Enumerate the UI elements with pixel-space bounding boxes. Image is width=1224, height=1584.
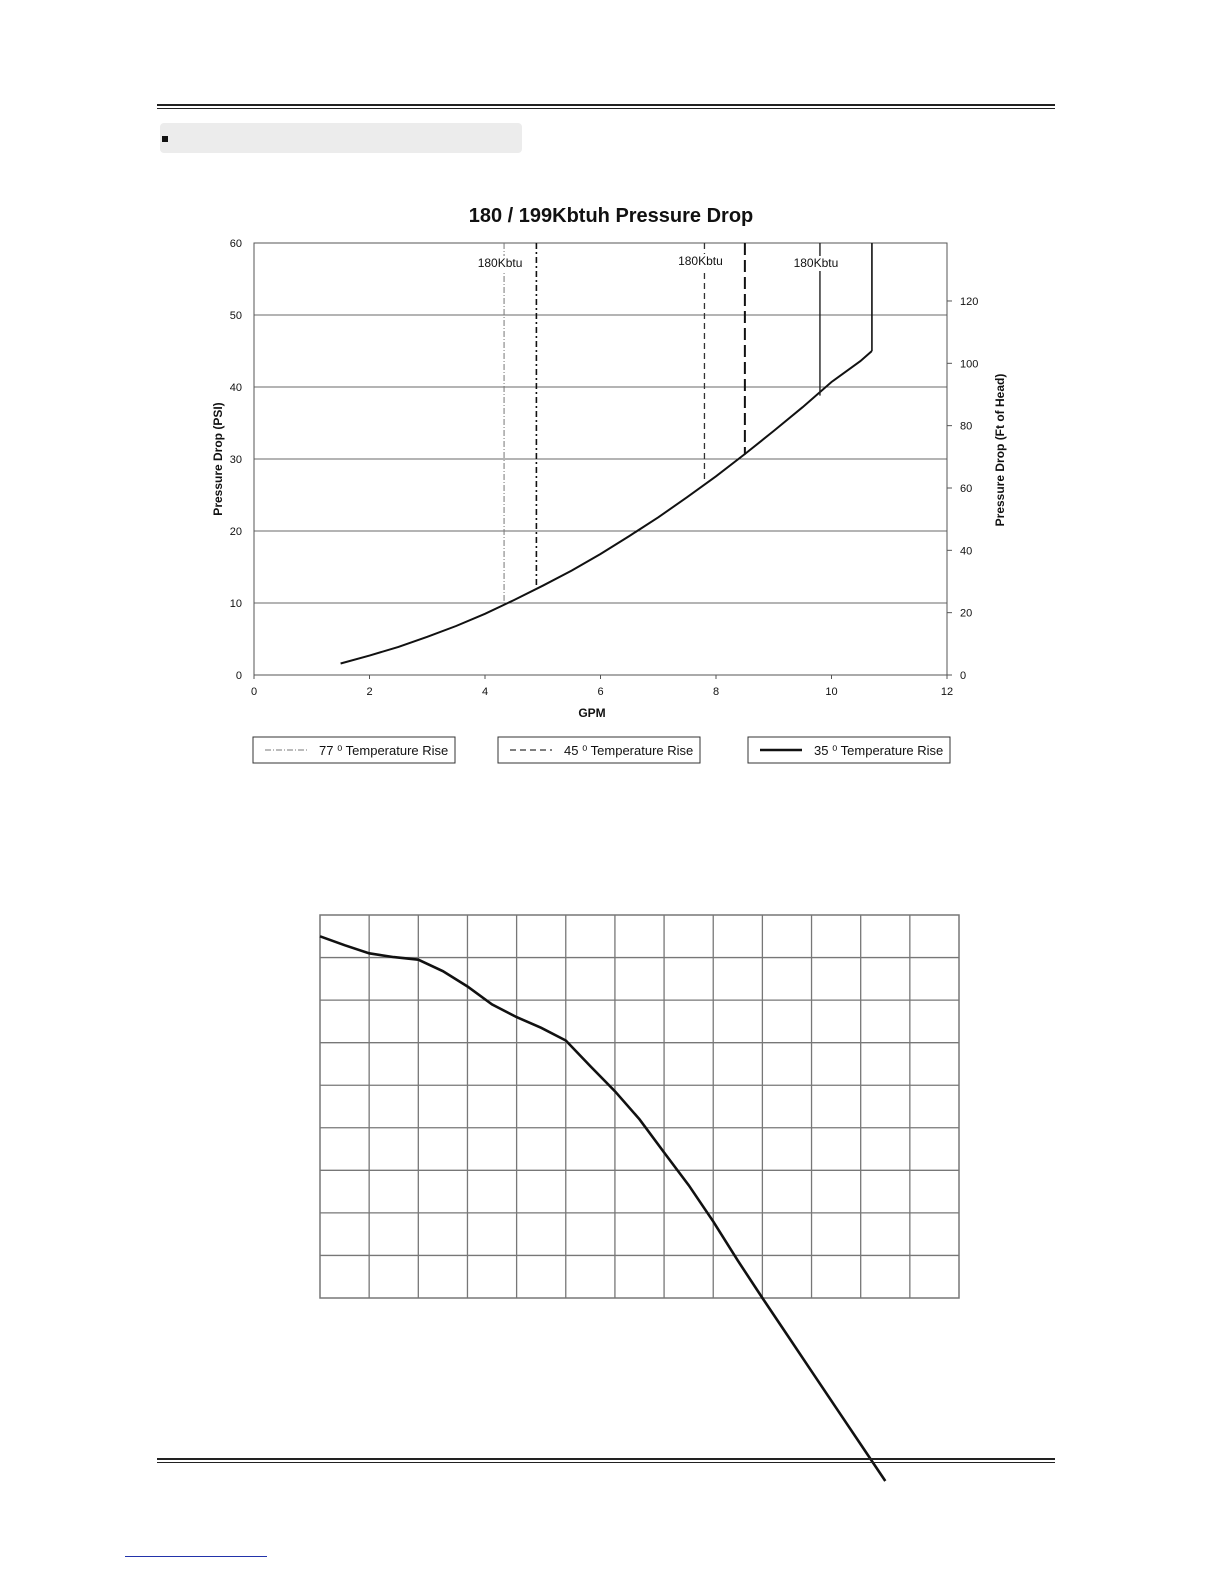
temperature-rise-markers bbox=[503, 243, 873, 601]
x-tick-label: 10 bbox=[825, 686, 837, 698]
y2-tick-label: 120 bbox=[960, 296, 978, 308]
legend-item-box bbox=[252, 736, 456, 764]
x-tick-label: 2 bbox=[366, 686, 372, 698]
pump-chart-grid bbox=[319, 914, 960, 1299]
y2-tick-label: 20 bbox=[960, 608, 972, 620]
x-tick-label: 4 bbox=[482, 686, 488, 698]
marker-annotation: 180Kbtu bbox=[794, 256, 839, 270]
y-axis-label: Pressure Drop (PSI) bbox=[211, 402, 225, 515]
x-axis-label: GPM bbox=[578, 706, 605, 720]
annotation-bg bbox=[678, 254, 731, 269]
chart-title: 180 / 199Kbtuh Pressure Drop bbox=[469, 205, 754, 227]
footer-rule bbox=[157, 1458, 1055, 1463]
legend-label: 77 ⁰ Temperature Rise bbox=[319, 743, 448, 758]
marker-annotation: 180Kbtu bbox=[678, 254, 723, 268]
y2-axis-label: Pressure Drop (Ft of Head) bbox=[993, 374, 1007, 527]
y-tick-label: 30 bbox=[230, 454, 242, 466]
pressure-drop-chart: 180 / 199Kbtuh Pressure Drop 0 2 4 6 8 10 12 0… bbox=[211, 205, 1007, 764]
y-axis-ticks: 0 10 20 30 40 50 60 bbox=[230, 238, 242, 682]
legend-item-box bbox=[747, 736, 951, 764]
x-axis-ticks: 0 2 4 6 8 10 12 bbox=[251, 675, 953, 698]
y-tick-label: 10 bbox=[230, 598, 242, 610]
y-tick-label: 50 bbox=[230, 310, 242, 322]
legend-label: 45 ⁰ Temperature Rise bbox=[564, 743, 693, 758]
legend-label: 35 ⁰ Temperature Rise bbox=[814, 743, 943, 758]
header-rule bbox=[157, 104, 1055, 109]
y2-axis-ticks: 0 20 40 60 80 100 120 bbox=[947, 296, 978, 682]
pump-curve-chart bbox=[319, 914, 960, 1482]
section-heading-bar bbox=[160, 123, 522, 153]
annotation-bg bbox=[793, 256, 846, 271]
grid-border bbox=[319, 914, 960, 1299]
x-tick-label: 12 bbox=[941, 686, 953, 698]
y-tick-label: 0 bbox=[236, 670, 242, 682]
pressure-drop-curve bbox=[340, 350, 873, 665]
marker-annotation: 180Kbtu bbox=[478, 256, 523, 270]
y2-tick-label: 60 bbox=[960, 483, 972, 495]
x-tick-label: 8 bbox=[713, 686, 719, 698]
annotation-bg bbox=[478, 256, 531, 271]
y2-tick-label: 40 bbox=[960, 545, 972, 557]
chart-legend: 77 ⁰ Temperature Rise 45 ⁰ Temperature Ri… bbox=[252, 736, 951, 764]
x-tick-label: 0 bbox=[251, 686, 257, 698]
y-tick-label: 20 bbox=[230, 526, 242, 538]
chart-gridlines bbox=[254, 314, 947, 604]
footer-link-underline[interactable] bbox=[125, 1556, 267, 1557]
y-tick-label: 60 bbox=[230, 238, 242, 250]
y2-tick-label: 0 bbox=[960, 670, 966, 682]
chart-annotations: 180Kbtu 180Kbtu 180Kbtu bbox=[478, 254, 846, 271]
y2-tick-label: 100 bbox=[960, 358, 978, 370]
y2-tick-label: 80 bbox=[960, 421, 972, 433]
y-tick-label: 40 bbox=[230, 382, 242, 394]
pump-curve bbox=[319, 935, 887, 1482]
square-bullet-icon bbox=[162, 136, 168, 142]
x-tick-label: 6 bbox=[597, 686, 603, 698]
